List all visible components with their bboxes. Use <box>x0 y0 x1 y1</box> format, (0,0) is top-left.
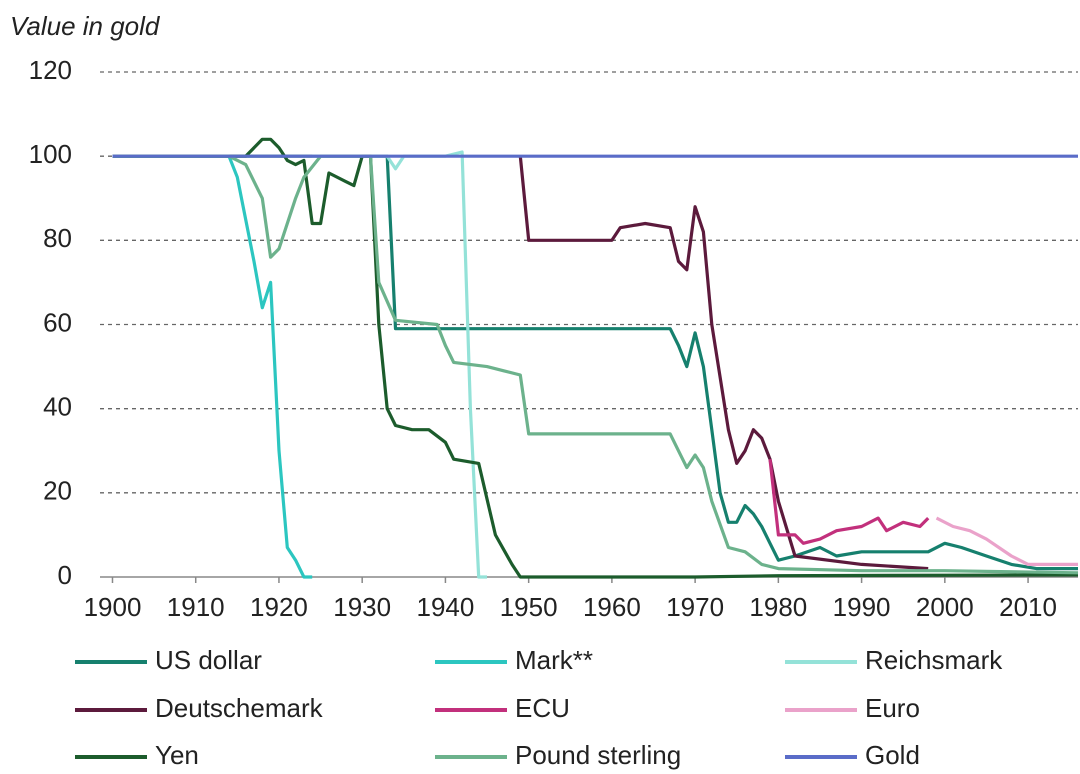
line <box>112 137 1079 579</box>
legend-label: Yen <box>155 740 199 770</box>
x-tick-label: 1940 <box>416 592 474 622</box>
x-tick-label: 1990 <box>833 592 891 622</box>
legend-label: ECU <box>515 693 570 723</box>
y-tick-label: 80 <box>43 223 72 253</box>
line <box>518 156 929 571</box>
legend-label: Gold <box>865 740 920 770</box>
line <box>768 459 930 545</box>
x-tick-label: 1910 <box>167 592 225 622</box>
x-tick-label: 2000 <box>916 592 974 622</box>
legend-label: Deutschemark <box>155 693 324 723</box>
legend-label: Pound sterling <box>515 740 681 770</box>
x-tick-label: 1960 <box>583 592 641 622</box>
y-axis-label: Value in gold <box>10 11 161 41</box>
line <box>112 154 313 579</box>
x-tick-label: 1950 <box>500 592 558 622</box>
x-tick-label: 2010 <box>999 592 1057 622</box>
line <box>112 154 1078 571</box>
y-tick-label: 100 <box>29 139 72 169</box>
y-tick-label: 0 <box>58 560 72 590</box>
line <box>935 516 1078 566</box>
x-tick-label: 1900 <box>84 592 142 622</box>
y-tick-label: 120 <box>29 55 72 85</box>
legend-label: US dollar <box>155 645 262 675</box>
x-tick-label: 1920 <box>250 592 308 622</box>
legend-label: Euro <box>865 693 920 723</box>
y-tick-label: 40 <box>43 392 72 422</box>
x-tick-label: 1930 <box>333 592 391 622</box>
legend-label: Mark** <box>515 645 593 675</box>
y-tick-label: 20 <box>43 476 72 506</box>
y-tick-label: 60 <box>43 307 72 337</box>
x-tick-label: 1970 <box>666 592 724 622</box>
legend-label: Reichsmark <box>865 645 1003 675</box>
x-tick-label: 1980 <box>749 592 807 622</box>
line <box>112 154 1079 575</box>
